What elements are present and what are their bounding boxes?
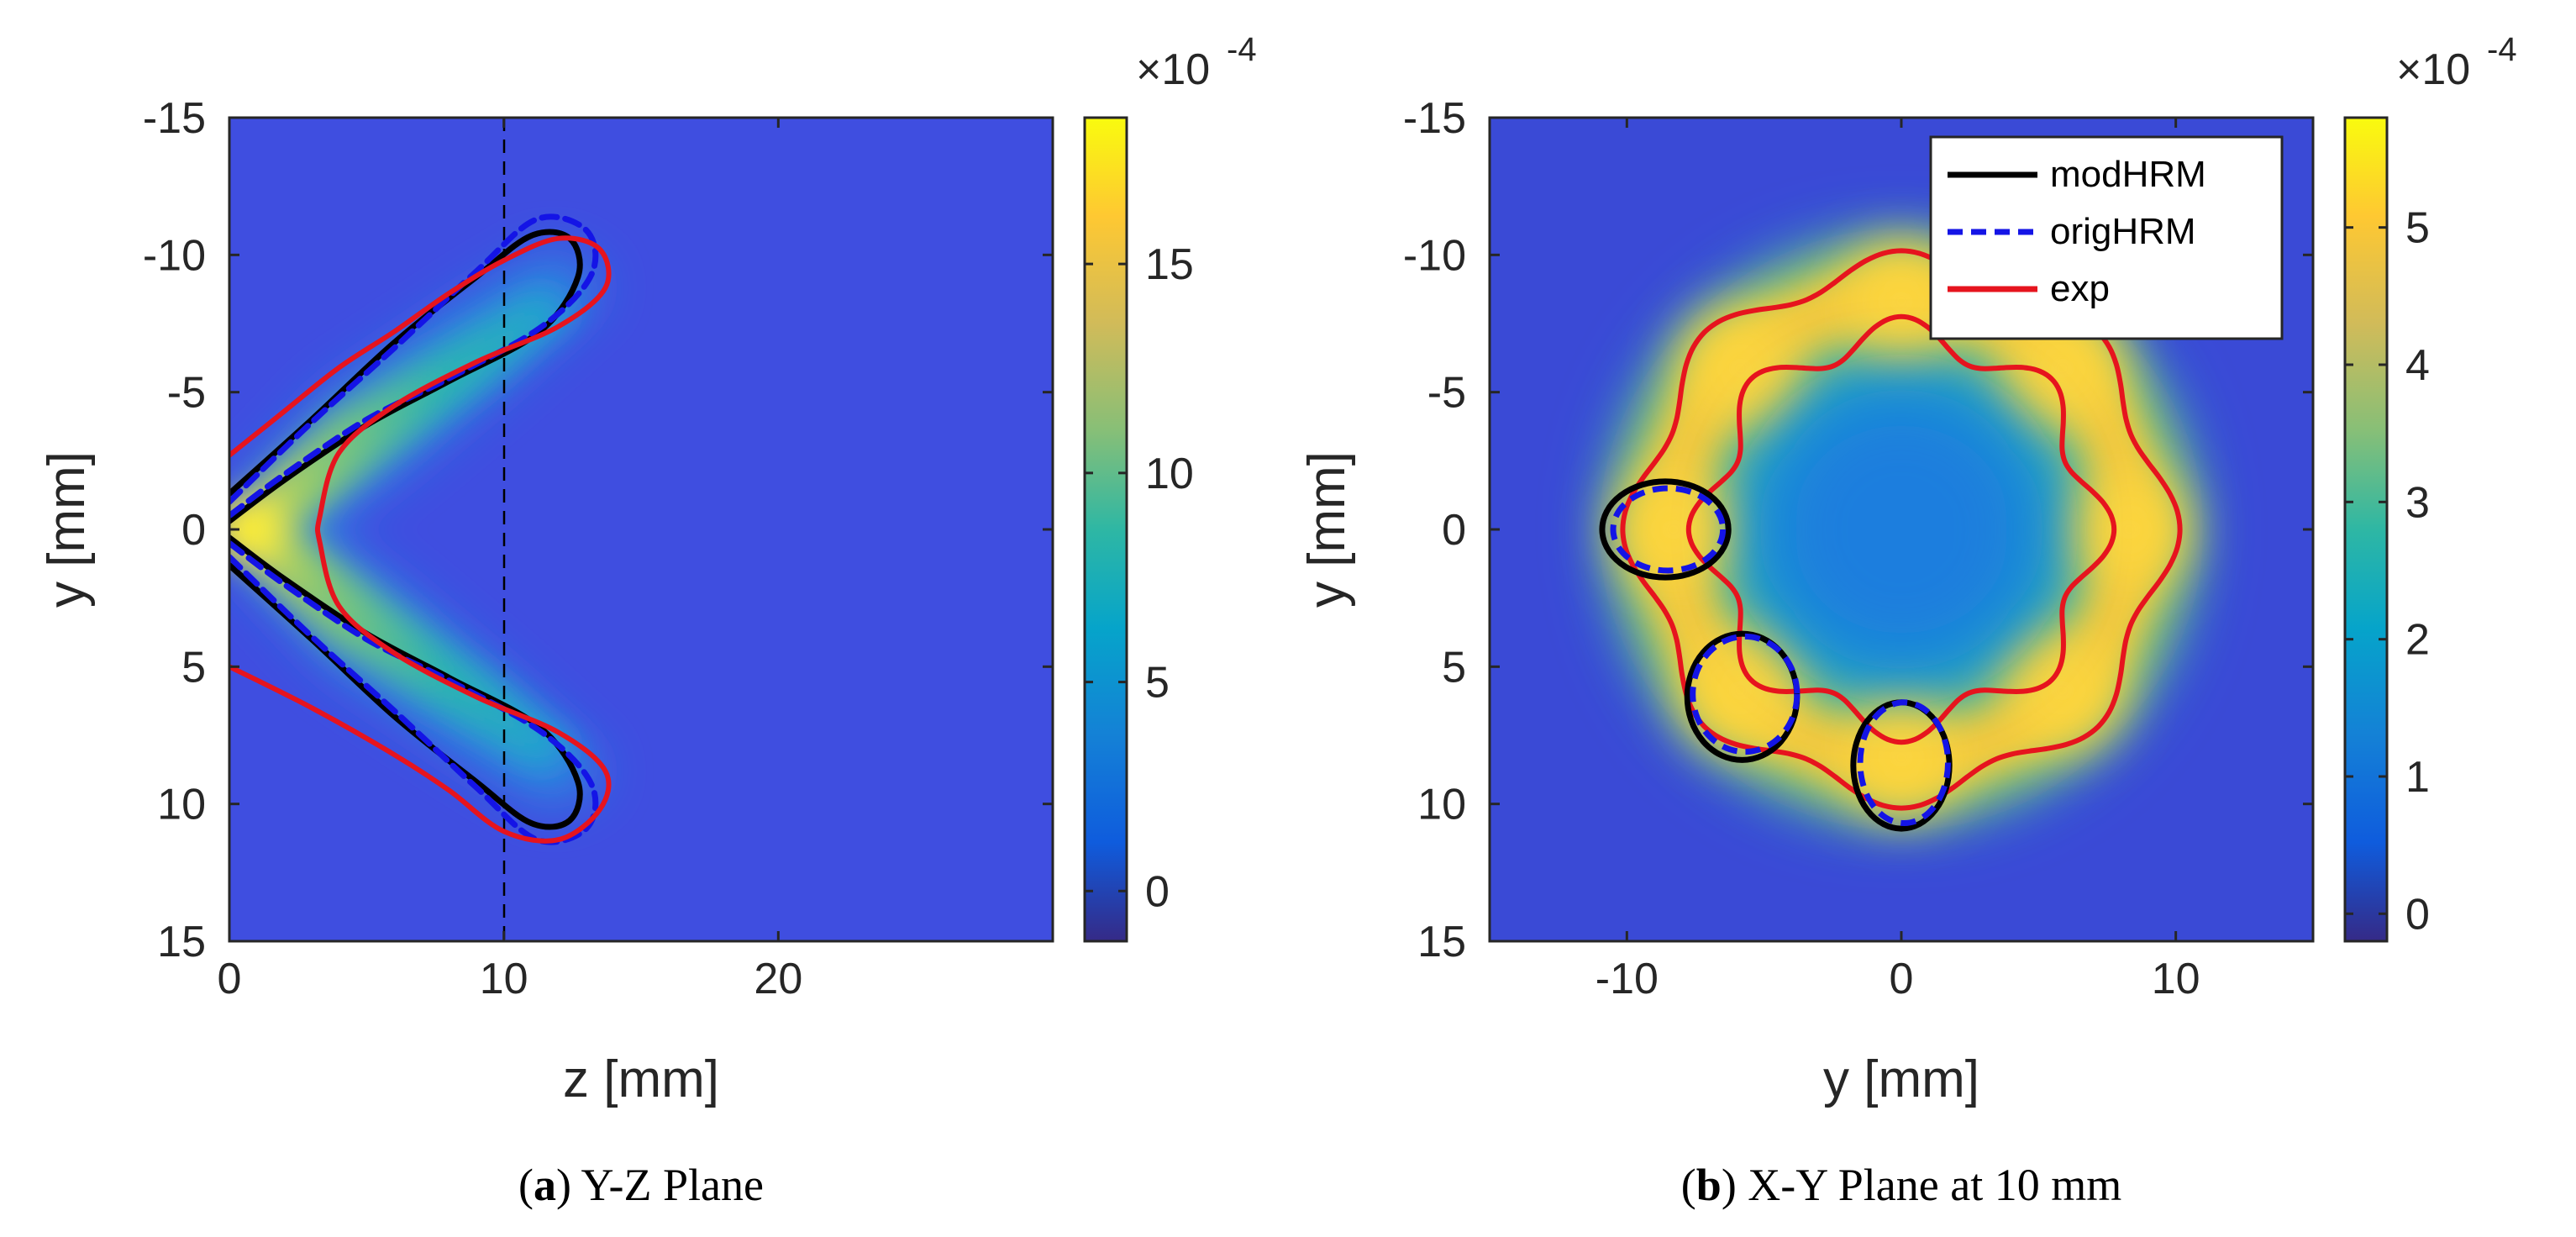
- panel-a-orighrm-contour-1: [229, 213, 599, 519]
- panel-a-caption: (a) Y-Z Plane: [518, 1160, 764, 1210]
- panel-b-orighrm-contour-3: [1857, 699, 1952, 827]
- panel-a-exp-series: [229, 235, 612, 844]
- panel-b-orighrm-contour-2: [1690, 633, 1801, 755]
- legend-label-orighrm: origHRM: [2050, 211, 2196, 252]
- panel-a-x-tick-label: 20: [754, 955, 802, 1003]
- legend-label-modhrm: modHRM: [2050, 154, 2206, 195]
- panel-b-orighrm-series: [1610, 485, 1952, 827]
- panel-b-caption: (b) X-Y Plane at 10 mm: [1681, 1160, 2121, 1210]
- panel-a-colorbar-tick-label: 5: [1145, 659, 1170, 708]
- panel-b-colorbar: 0 1 2 3 4 5 ×10 -4: [2343, 31, 2517, 943]
- panel-b-colorbar-scale: [2343, 116, 2389, 943]
- panel-a-x-tick-label: 10: [480, 955, 528, 1003]
- panel-b-colorbar-tick-label: 5: [2405, 204, 2430, 253]
- panel-b-y-tick-label: 5: [1442, 643, 1466, 692]
- panel-b-y-tick-label: 0: [1442, 506, 1466, 555]
- panel-a-colorbar-multiplier: ×10: [1136, 45, 1210, 94]
- panel-b-y-tick-label: 10: [1417, 781, 1466, 829]
- panel-b-y-tick-label: -5: [1427, 369, 1466, 418]
- panel-b-colorbar-tick-label: 2: [2405, 616, 2430, 665]
- panel-a-exp-contour-1: [229, 235, 612, 844]
- panel-a-colorbar-tick-label: 10: [1145, 450, 1194, 498]
- panel-b-field-peak: [1681, 309, 1800, 428]
- panel-b-colorbar-exponent: -4: [2487, 31, 2517, 68]
- panel-a-heatmap: [229, 118, 1053, 941]
- panel-a-orighrm-contour-2: [229, 540, 599, 845]
- panel-b-colorbar-multiplier: ×10: [2396, 45, 2470, 94]
- panel-b-x-tick-label: -10: [1596, 955, 1659, 1003]
- panel-a-y-tick-label: 10: [157, 781, 206, 829]
- legend-label-exp: exp: [2050, 268, 2110, 309]
- panel-a-colorbar-exponent: -4: [1227, 31, 1257, 68]
- panel-a-orighrm-series: [229, 213, 599, 845]
- panel-a-colorbar-scale: [1083, 116, 1128, 943]
- panel-a-caption-letter: a: [534, 1160, 556, 1210]
- panel-a-colorbar-tick-label: 0: [1145, 867, 1170, 916]
- panel-a-colorbar-tick-label: 15: [1145, 240, 1194, 289]
- panel-a-ylabel: y [mm]: [38, 451, 96, 608]
- panel-b-colorbar-tick-label: 0: [2405, 890, 2430, 939]
- panel-b-colorbar-tick-label: 1: [2405, 753, 2430, 802]
- panel-b-modhrm-contour-1: [1599, 478, 1732, 581]
- panel-a-y-tick-label: 0: [181, 506, 206, 555]
- panel-a-caption-text: Y-Z Plane: [581, 1160, 764, 1210]
- panel-a-x-axis: 0 10 20: [218, 118, 802, 1003]
- panel-a-y-tick-label: -15: [143, 94, 206, 143]
- panel-a-y-tick-label: 5: [181, 643, 206, 692]
- panel-b-x-tick-label: 0: [1890, 955, 1914, 1003]
- panel-a-y-tick-label: -5: [167, 369, 206, 418]
- panel-a-colorbar: 0 5 10 15 ×10 -4: [1083, 31, 1257, 943]
- panel-a-y-axis: -15 -10 -5 0 5 10 15: [143, 94, 1053, 966]
- panel-b-xlabel: y [mm]: [1823, 1050, 1979, 1108]
- panel-a-contours: [229, 213, 612, 845]
- panel-b-y-tick-label: 15: [1417, 918, 1466, 966]
- panel-b-colorbar-tick-label: 4: [2405, 341, 2430, 390]
- panel-b-legend: modHRM origHRM exp: [1929, 135, 2284, 340]
- panel-b-orighrm-contour-1: [1610, 485, 1727, 574]
- panel-b-y-tick-label: -10: [1403, 231, 1466, 280]
- panel-a: 0 10 20 -15 -10 -5 0 5 10 15 z [mm] y [mm] 0 5 10 1…: [38, 31, 1257, 1210]
- panel-b-y-axis: -15 -10 -5 0 5 10 15: [1403, 94, 2313, 966]
- panel-b-legend-box: [1929, 135, 2284, 340]
- panel-b-ylabel: y [mm]: [1298, 451, 1356, 608]
- panel-b-colorbar-tick-label: 3: [2405, 478, 2430, 527]
- panel-b-exp-contour-2: [1685, 313, 2117, 745]
- panel-b-caption-letter: b: [1696, 1160, 1722, 1210]
- panel-a-y-tick-label: 15: [157, 918, 206, 966]
- panel-b-x-axis: -10 0 10: [1596, 118, 2200, 1003]
- panel-b-caption-text: X-Y Plane at 10 mm: [1748, 1160, 2121, 1210]
- panel-a-xlabel: z [mm]: [563, 1050, 719, 1108]
- panel-b-y-tick-label: -15: [1403, 94, 1466, 143]
- panel-a-y-tick-label: -10: [143, 231, 206, 280]
- panel-b-x-tick-label: 10: [2152, 955, 2200, 1003]
- panel-b-field-peak: [1681, 631, 1800, 750]
- panel-b-field-peak: [2003, 631, 2121, 750]
- panel-a-x-tick-label: 0: [218, 955, 242, 1003]
